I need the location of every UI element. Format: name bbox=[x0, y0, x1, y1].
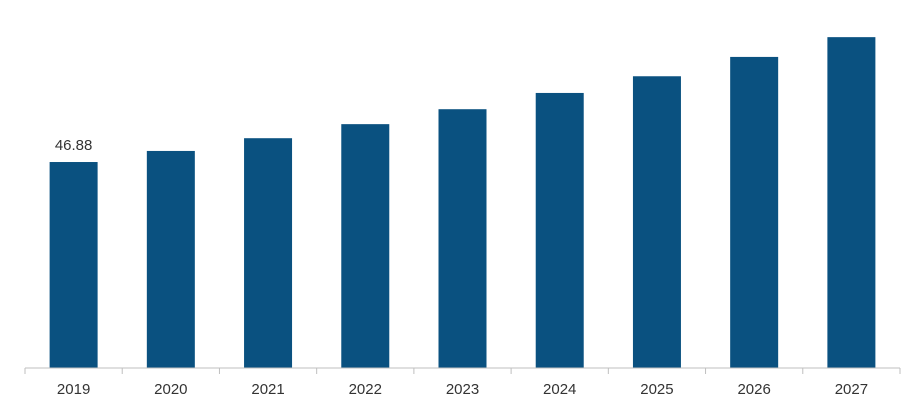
bar bbox=[438, 109, 487, 368]
x-tick-label: 2019 bbox=[57, 381, 90, 398]
bar bbox=[341, 124, 390, 368]
x-tick-label: 2021 bbox=[251, 381, 284, 398]
x-tick-label: 2020 bbox=[154, 381, 187, 398]
bar bbox=[535, 92, 584, 369]
bar bbox=[244, 138, 293, 368]
bar bbox=[146, 150, 195, 368]
x-tick-label: 2026 bbox=[737, 381, 770, 398]
x-tick-label: 2025 bbox=[640, 381, 673, 398]
x-tick-label: 2022 bbox=[349, 381, 382, 398]
bar bbox=[49, 162, 98, 368]
x-tick-label: 2023 bbox=[446, 381, 479, 398]
bar bbox=[632, 76, 681, 368]
bar bbox=[730, 56, 779, 369]
value-label: 46.88 bbox=[55, 137, 93, 154]
bar bbox=[827, 37, 876, 368]
x-tick-label: 2024 bbox=[543, 381, 576, 398]
x-tick-label: 2027 bbox=[835, 381, 868, 398]
